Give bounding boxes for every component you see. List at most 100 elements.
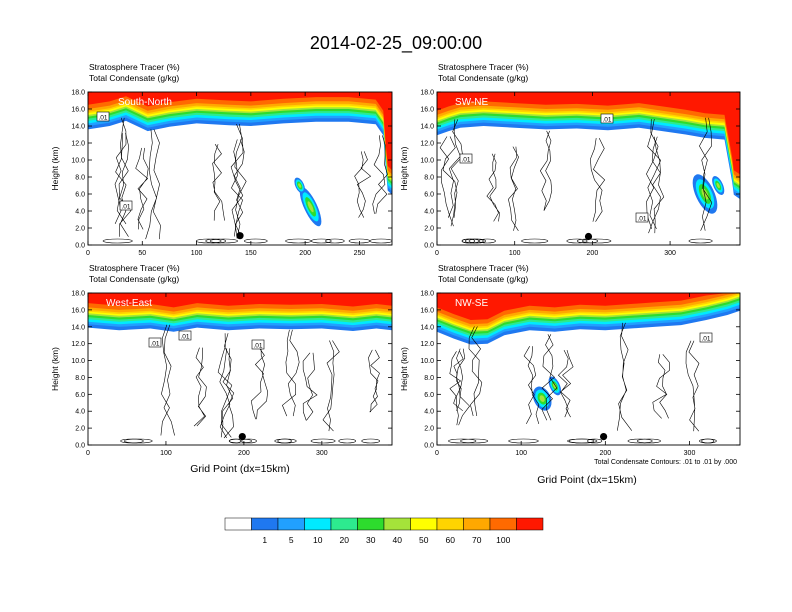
panel-subtitle: Stratosphere Tracer (%): [438, 263, 529, 273]
condensate-contour: [302, 352, 318, 421]
condensate-contour: [523, 346, 540, 425]
colorbar-swatch: [436, 517, 464, 531]
condensate-contour: [310, 238, 332, 244]
y-tick-label: 4.0: [424, 409, 434, 416]
y-tick-label: 8.0: [75, 175, 85, 182]
plot-frame: [87, 292, 393, 446]
location-marker: [236, 232, 244, 240]
colorbar-swatch: [251, 517, 279, 531]
condensate-contour: [478, 238, 496, 244]
y-tick-label: 10.0: [71, 158, 85, 165]
figure-title: 2014-02-25_09:00:00: [310, 33, 482, 54]
x-tick-label: 300: [684, 450, 696, 457]
contour-label: .01: [602, 117, 611, 124]
condensate-contour: [508, 146, 519, 231]
y-tick-label: 0.0: [75, 243, 85, 250]
contour-label-box: [148, 337, 162, 348]
condensate-contour: [460, 438, 489, 444]
y-tick-label: 8.0: [75, 375, 85, 382]
tracer-band: [88, 293, 392, 308]
tracer-band: [88, 92, 392, 175]
y-tick-label: 16.0: [420, 107, 434, 114]
colorbar-label: 50: [419, 535, 429, 545]
y-tick-label: 4.0: [75, 209, 85, 216]
panel-south-north: Stratosphere Tracer (%)Total Condensate …: [50, 62, 393, 257]
contour-label-box: [699, 332, 713, 343]
condensate-contour: [325, 238, 345, 244]
condensate-contour: [115, 133, 132, 237]
colorbar-label: 20: [340, 535, 350, 545]
y-tick-label: 2.0: [424, 226, 434, 233]
x-tick-label: 150: [245, 250, 257, 257]
colorbar-swatch: [410, 517, 438, 531]
condensate-contour: [567, 438, 598, 444]
condensate-contour: [587, 438, 603, 444]
panel-subtitle: Stratosphere Tracer (%): [89, 62, 180, 72]
condensate-contour: [361, 438, 381, 444]
tracer-band: [88, 92, 392, 183]
y-tick-label: 6.0: [75, 392, 85, 399]
tracer-intrusion: [539, 395, 545, 402]
condensate-contour: [566, 238, 588, 244]
panel-nw-se: Stratosphere Tracer (%)Total Condensate …: [399, 263, 741, 457]
location-marker: [584, 232, 593, 241]
contour-label: .01: [253, 343, 262, 350]
y-tick-label: 8.0: [424, 375, 434, 382]
y-tick-label: 18.0: [71, 291, 85, 298]
panel-name: West-East: [106, 298, 152, 309]
y-tick-label: 8.0: [424, 175, 434, 182]
x-tick-label: 200: [599, 450, 611, 457]
condensate-contour: [685, 340, 700, 432]
y-tick-label: 18.0: [420, 90, 434, 97]
y-tick-label: 12.0: [71, 141, 85, 148]
y-tick-label: 4.0: [75, 409, 85, 416]
condensate-contour: [539, 130, 553, 211]
y-tick-label: 6.0: [424, 392, 434, 399]
panel-west-east: Stratosphere Tracer (%)Total Condensate …: [50, 263, 393, 457]
condensate-contour: [448, 438, 477, 444]
y-tick-label: 12.0: [420, 141, 434, 148]
contour-label: .01: [637, 216, 646, 223]
x-tick-label: 200: [238, 450, 250, 457]
condensate-contour: [274, 438, 297, 444]
colorbar-swatch: [463, 517, 491, 531]
condensate-contour: [368, 349, 380, 413]
contour-label: .01: [150, 341, 159, 348]
tracer-band: [437, 92, 740, 175]
plot-area: .01 .01 .01: [437, 92, 740, 245]
condensate-contour: [468, 326, 483, 417]
colorbar-swatch: [304, 517, 332, 531]
colorbar-swatch: [489, 517, 517, 531]
condensate-contour: [688, 238, 713, 244]
panel-sw-ne: Stratosphere Tracer (%)Total Condensate …: [399, 62, 741, 257]
condensate-contour: [627, 438, 653, 444]
condensate-contour: [241, 438, 257, 444]
condensate-contour: [230, 123, 247, 239]
x-axis-label-left: Grid Point (dx=15km): [190, 463, 290, 475]
y-tick-label: 18.0: [71, 90, 85, 97]
y-tick-label: 14.0: [71, 124, 85, 131]
y-tick-label: 0.0: [424, 443, 434, 450]
colorbar-label: 1: [262, 535, 267, 545]
condensate-contour: [617, 322, 633, 431]
plot-frame: [87, 91, 393, 246]
condensate-contour: [231, 139, 245, 237]
location-marker: [600, 433, 608, 441]
condensate-contour: [521, 238, 549, 244]
condensate-contour: [338, 438, 357, 444]
x-tick-label: 0: [435, 250, 439, 257]
x-tick-label: 0: [86, 450, 90, 457]
location-marker: [238, 433, 246, 441]
contour-label-box: [178, 330, 192, 341]
colorbar-label: 30: [366, 535, 376, 545]
y-tick-label: 14.0: [420, 124, 434, 131]
y-tick-label: 6.0: [75, 192, 85, 199]
condensate-contour: [160, 324, 175, 436]
y-tick-label: 6.0: [424, 192, 434, 199]
contour-label-box: [600, 113, 614, 124]
contour-label-box: [459, 153, 473, 164]
y-tick-label: 14.0: [420, 324, 434, 331]
colorbar-swatch: [357, 517, 385, 531]
panel-name: South-North: [118, 97, 172, 108]
